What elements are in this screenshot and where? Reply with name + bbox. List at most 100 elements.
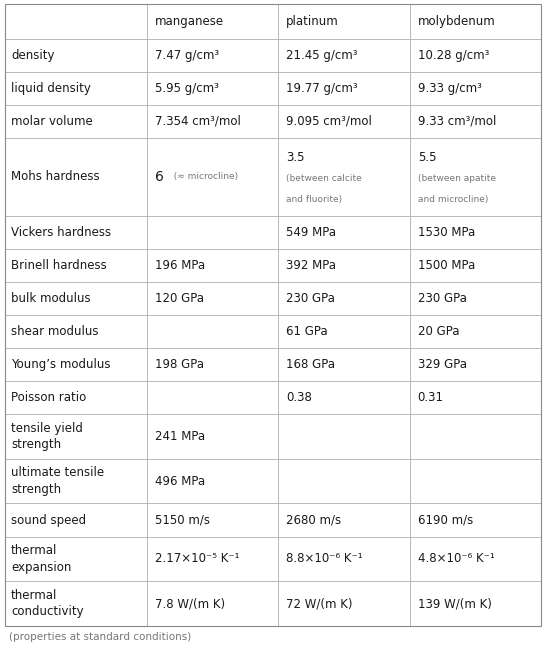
Bar	[5, 581, 147, 626]
Bar	[278, 581, 410, 626]
Text: molar volume: molar volume	[11, 115, 93, 128]
Text: density: density	[11, 49, 55, 62]
Text: 10.28 g/cm³: 10.28 g/cm³	[418, 49, 489, 62]
Bar	[278, 105, 410, 138]
Bar	[410, 381, 541, 414]
Bar	[410, 72, 541, 105]
Text: (between apatite: (between apatite	[418, 174, 496, 183]
Bar	[278, 249, 410, 282]
Bar	[278, 536, 410, 581]
Bar	[410, 282, 541, 315]
Bar	[147, 72, 278, 105]
Bar	[5, 414, 147, 459]
Bar	[147, 504, 278, 536]
Bar	[278, 138, 410, 215]
Bar	[410, 414, 541, 459]
Text: 9.095 cm³/mol: 9.095 cm³/mol	[286, 115, 372, 128]
Bar	[410, 138, 541, 215]
Text: 230 GPa: 230 GPa	[418, 292, 466, 305]
Bar	[5, 4, 147, 39]
Bar	[5, 348, 147, 381]
Text: 392 MPa: 392 MPa	[286, 259, 336, 272]
Text: 168 GPa: 168 GPa	[286, 358, 335, 371]
Bar	[278, 315, 410, 348]
Text: thermal
expansion: thermal expansion	[11, 544, 72, 574]
Text: Vickers hardness: Vickers hardness	[11, 225, 111, 239]
Bar	[278, 72, 410, 105]
Text: 5150 m/s: 5150 m/s	[155, 514, 210, 526]
Bar	[410, 249, 541, 282]
Bar	[278, 381, 410, 414]
Bar	[410, 215, 541, 249]
Text: shear modulus: shear modulus	[11, 325, 98, 338]
Text: 9.33 cm³/mol: 9.33 cm³/mol	[418, 115, 496, 128]
Bar	[5, 138, 147, 215]
Text: 19.77 g/cm³: 19.77 g/cm³	[286, 82, 358, 95]
Bar	[147, 315, 278, 348]
Text: molybdenum: molybdenum	[418, 15, 495, 28]
Bar	[410, 105, 541, 138]
Text: 241 MPa: 241 MPa	[155, 430, 205, 443]
Text: thermal
conductivity: thermal conductivity	[11, 589, 84, 618]
Bar	[278, 459, 410, 504]
Bar	[410, 39, 541, 72]
Bar	[278, 414, 410, 459]
Text: 0.38: 0.38	[286, 391, 312, 404]
Text: Brinell hardness: Brinell hardness	[11, 259, 107, 272]
Text: 196 MPa: 196 MPa	[155, 259, 205, 272]
Bar	[147, 414, 278, 459]
Bar	[410, 504, 541, 536]
Text: 2680 m/s: 2680 m/s	[286, 514, 341, 526]
Bar	[147, 249, 278, 282]
Text: 7.354 cm³/mol: 7.354 cm³/mol	[155, 115, 241, 128]
Bar	[5, 381, 147, 414]
Text: 5.5: 5.5	[418, 151, 436, 164]
Bar	[410, 459, 541, 504]
Bar	[5, 39, 147, 72]
Text: and fluorite): and fluorite)	[286, 195, 342, 203]
Text: manganese: manganese	[155, 15, 224, 28]
Bar	[147, 348, 278, 381]
Text: 20 GPa: 20 GPa	[418, 325, 459, 338]
Bar	[5, 215, 147, 249]
Bar	[410, 581, 541, 626]
Text: Young’s modulus: Young’s modulus	[11, 358, 110, 371]
Bar	[147, 581, 278, 626]
Bar	[147, 39, 278, 72]
Bar	[5, 72, 147, 105]
Bar	[278, 4, 410, 39]
Text: 496 MPa: 496 MPa	[155, 475, 205, 488]
Text: ultimate tensile
strength: ultimate tensile strength	[11, 466, 104, 496]
Text: tensile yield
strength: tensile yield strength	[11, 422, 83, 452]
Bar	[147, 381, 278, 414]
Text: 7.8 W/(m K): 7.8 W/(m K)	[155, 597, 225, 610]
Text: 4.8×10⁻⁶ K⁻¹: 4.8×10⁻⁶ K⁻¹	[418, 552, 495, 566]
Text: Mohs hardness: Mohs hardness	[11, 170, 99, 183]
Bar	[410, 4, 541, 39]
Bar	[5, 459, 147, 504]
Bar	[147, 536, 278, 581]
Bar	[5, 315, 147, 348]
Text: (≈ microcline): (≈ microcline)	[168, 172, 238, 181]
Bar	[147, 459, 278, 504]
Text: (properties at standard conditions): (properties at standard conditions)	[9, 632, 191, 642]
Text: 329 GPa: 329 GPa	[418, 358, 467, 371]
Text: 5.95 g/cm³: 5.95 g/cm³	[155, 82, 219, 95]
Text: bulk modulus: bulk modulus	[11, 292, 91, 305]
Text: 0.31: 0.31	[418, 391, 444, 404]
Text: 72 W/(m K): 72 W/(m K)	[286, 597, 353, 610]
Bar	[410, 315, 541, 348]
Bar	[147, 215, 278, 249]
Text: and microcline): and microcline)	[418, 195, 488, 203]
Text: 6: 6	[155, 170, 164, 184]
Bar	[278, 348, 410, 381]
Text: 2.17×10⁻⁵ K⁻¹: 2.17×10⁻⁵ K⁻¹	[155, 552, 240, 566]
Bar	[5, 105, 147, 138]
Text: sound speed: sound speed	[11, 514, 86, 526]
Bar	[147, 4, 278, 39]
Bar	[278, 504, 410, 536]
Text: 6190 m/s: 6190 m/s	[418, 514, 473, 526]
Bar	[147, 138, 278, 215]
Bar	[5, 282, 147, 315]
Bar	[147, 105, 278, 138]
